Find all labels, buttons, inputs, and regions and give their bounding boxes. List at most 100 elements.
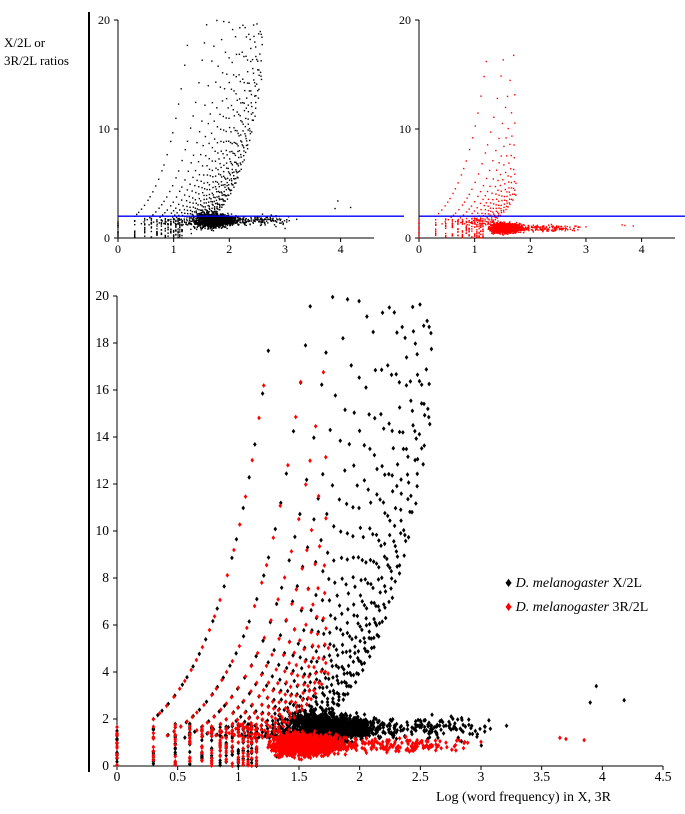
- data-point: [532, 224, 535, 226]
- data-point: [552, 225, 555, 227]
- data-point: [367, 654, 372, 659]
- data-point: [500, 75, 502, 77]
- data-point: [223, 200, 226, 202]
- data-point: [214, 175, 217, 177]
- data-point: [224, 177, 226, 179]
- data-point: [254, 653, 258, 659]
- data-point: [218, 220, 221, 222]
- data-point: [506, 224, 509, 226]
- data-point: [260, 222, 262, 224]
- data-point: [234, 216, 237, 218]
- data-point: [228, 216, 231, 218]
- data-point: [510, 187, 513, 189]
- data-point: [219, 209, 221, 211]
- data-point: [209, 224, 211, 226]
- data-point: [222, 200, 225, 202]
- data-point: [498, 162, 500, 164]
- data-point: [247, 110, 250, 113]
- data-point: [196, 213, 198, 215]
- data-point: [497, 200, 500, 202]
- data-point: [281, 221, 284, 223]
- data-point: [546, 230, 548, 232]
- data-point: [492, 203, 495, 205]
- data-point: [405, 472, 410, 477]
- data-point: [261, 638, 265, 644]
- data-point: [207, 211, 209, 213]
- x-tick-label: 2.5: [412, 769, 429, 784]
- data-point: [243, 146, 245, 149]
- data-point: [186, 216, 188, 218]
- data-point: [482, 225, 484, 228]
- data-point: [350, 636, 354, 642]
- data-point: [207, 214, 209, 216]
- data-point: [497, 222, 500, 225]
- data-point: [465, 217, 468, 220]
- data-point: [216, 212, 218, 214]
- data-point: [217, 190, 220, 193]
- data-point: [215, 223, 218, 226]
- data-point: [461, 231, 464, 233]
- data-point: [212, 186, 214, 189]
- data-point: [390, 428, 394, 434]
- data-point: [219, 203, 221, 206]
- data-point: [224, 216, 226, 219]
- data-point: [177, 219, 179, 222]
- data-point: [518, 226, 521, 228]
- data-point: [238, 714, 243, 720]
- data-point: [374, 532, 379, 538]
- data-point: [317, 684, 322, 690]
- data-point: [395, 330, 399, 335]
- data-point: [491, 227, 494, 230]
- data-point: [217, 225, 220, 227]
- data-point: [179, 229, 181, 231]
- data-point: [344, 581, 348, 587]
- data-point: [401, 429, 405, 435]
- data-point: [231, 220, 233, 222]
- data-point: [212, 220, 215, 222]
- data-point: [194, 226, 196, 229]
- data-point: [181, 230, 183, 233]
- data-point: [573, 227, 575, 230]
- data-point: [233, 186, 235, 188]
- data-point: [478, 231, 480, 234]
- data-point: [451, 226, 454, 229]
- data-point: [383, 589, 388, 594]
- data-point: [371, 329, 375, 335]
- data-point: [206, 223, 208, 226]
- data-point: [240, 168, 242, 171]
- data-point: [266, 216, 269, 219]
- data-point: [192, 154, 195, 157]
- data-point: [228, 140, 230, 142]
- data-point: [164, 223, 167, 225]
- data-point: [222, 213, 224, 215]
- data-point: [331, 696, 335, 702]
- data-point: [148, 224, 150, 226]
- data-point: [506, 191, 508, 193]
- data-point: [213, 138, 216, 140]
- data-point: [207, 226, 210, 228]
- y-tick-label: 0: [405, 231, 411, 245]
- data-point: [219, 206, 221, 209]
- data-point: [362, 646, 367, 652]
- data-point: [521, 225, 523, 228]
- data-point: [495, 229, 497, 231]
- data-point: [533, 226, 536, 229]
- data-point: [341, 697, 346, 703]
- y-tick-label: 20: [399, 13, 411, 27]
- data-point: [227, 221, 230, 223]
- data-point: [280, 222, 282, 224]
- data-point: [503, 195, 506, 198]
- data-point: [503, 225, 505, 227]
- data-point: [226, 216, 229, 219]
- data-point: [543, 228, 545, 231]
- data-point: [237, 217, 239, 219]
- data-point: [326, 676, 331, 682]
- data-point: [221, 198, 224, 200]
- data-point: [188, 195, 190, 198]
- data-point: [175, 229, 177, 231]
- data-point: [556, 226, 559, 229]
- data-point: [406, 480, 411, 485]
- data-point: [276, 218, 278, 220]
- data-point: [367, 629, 372, 635]
- data-point: [506, 226, 508, 228]
